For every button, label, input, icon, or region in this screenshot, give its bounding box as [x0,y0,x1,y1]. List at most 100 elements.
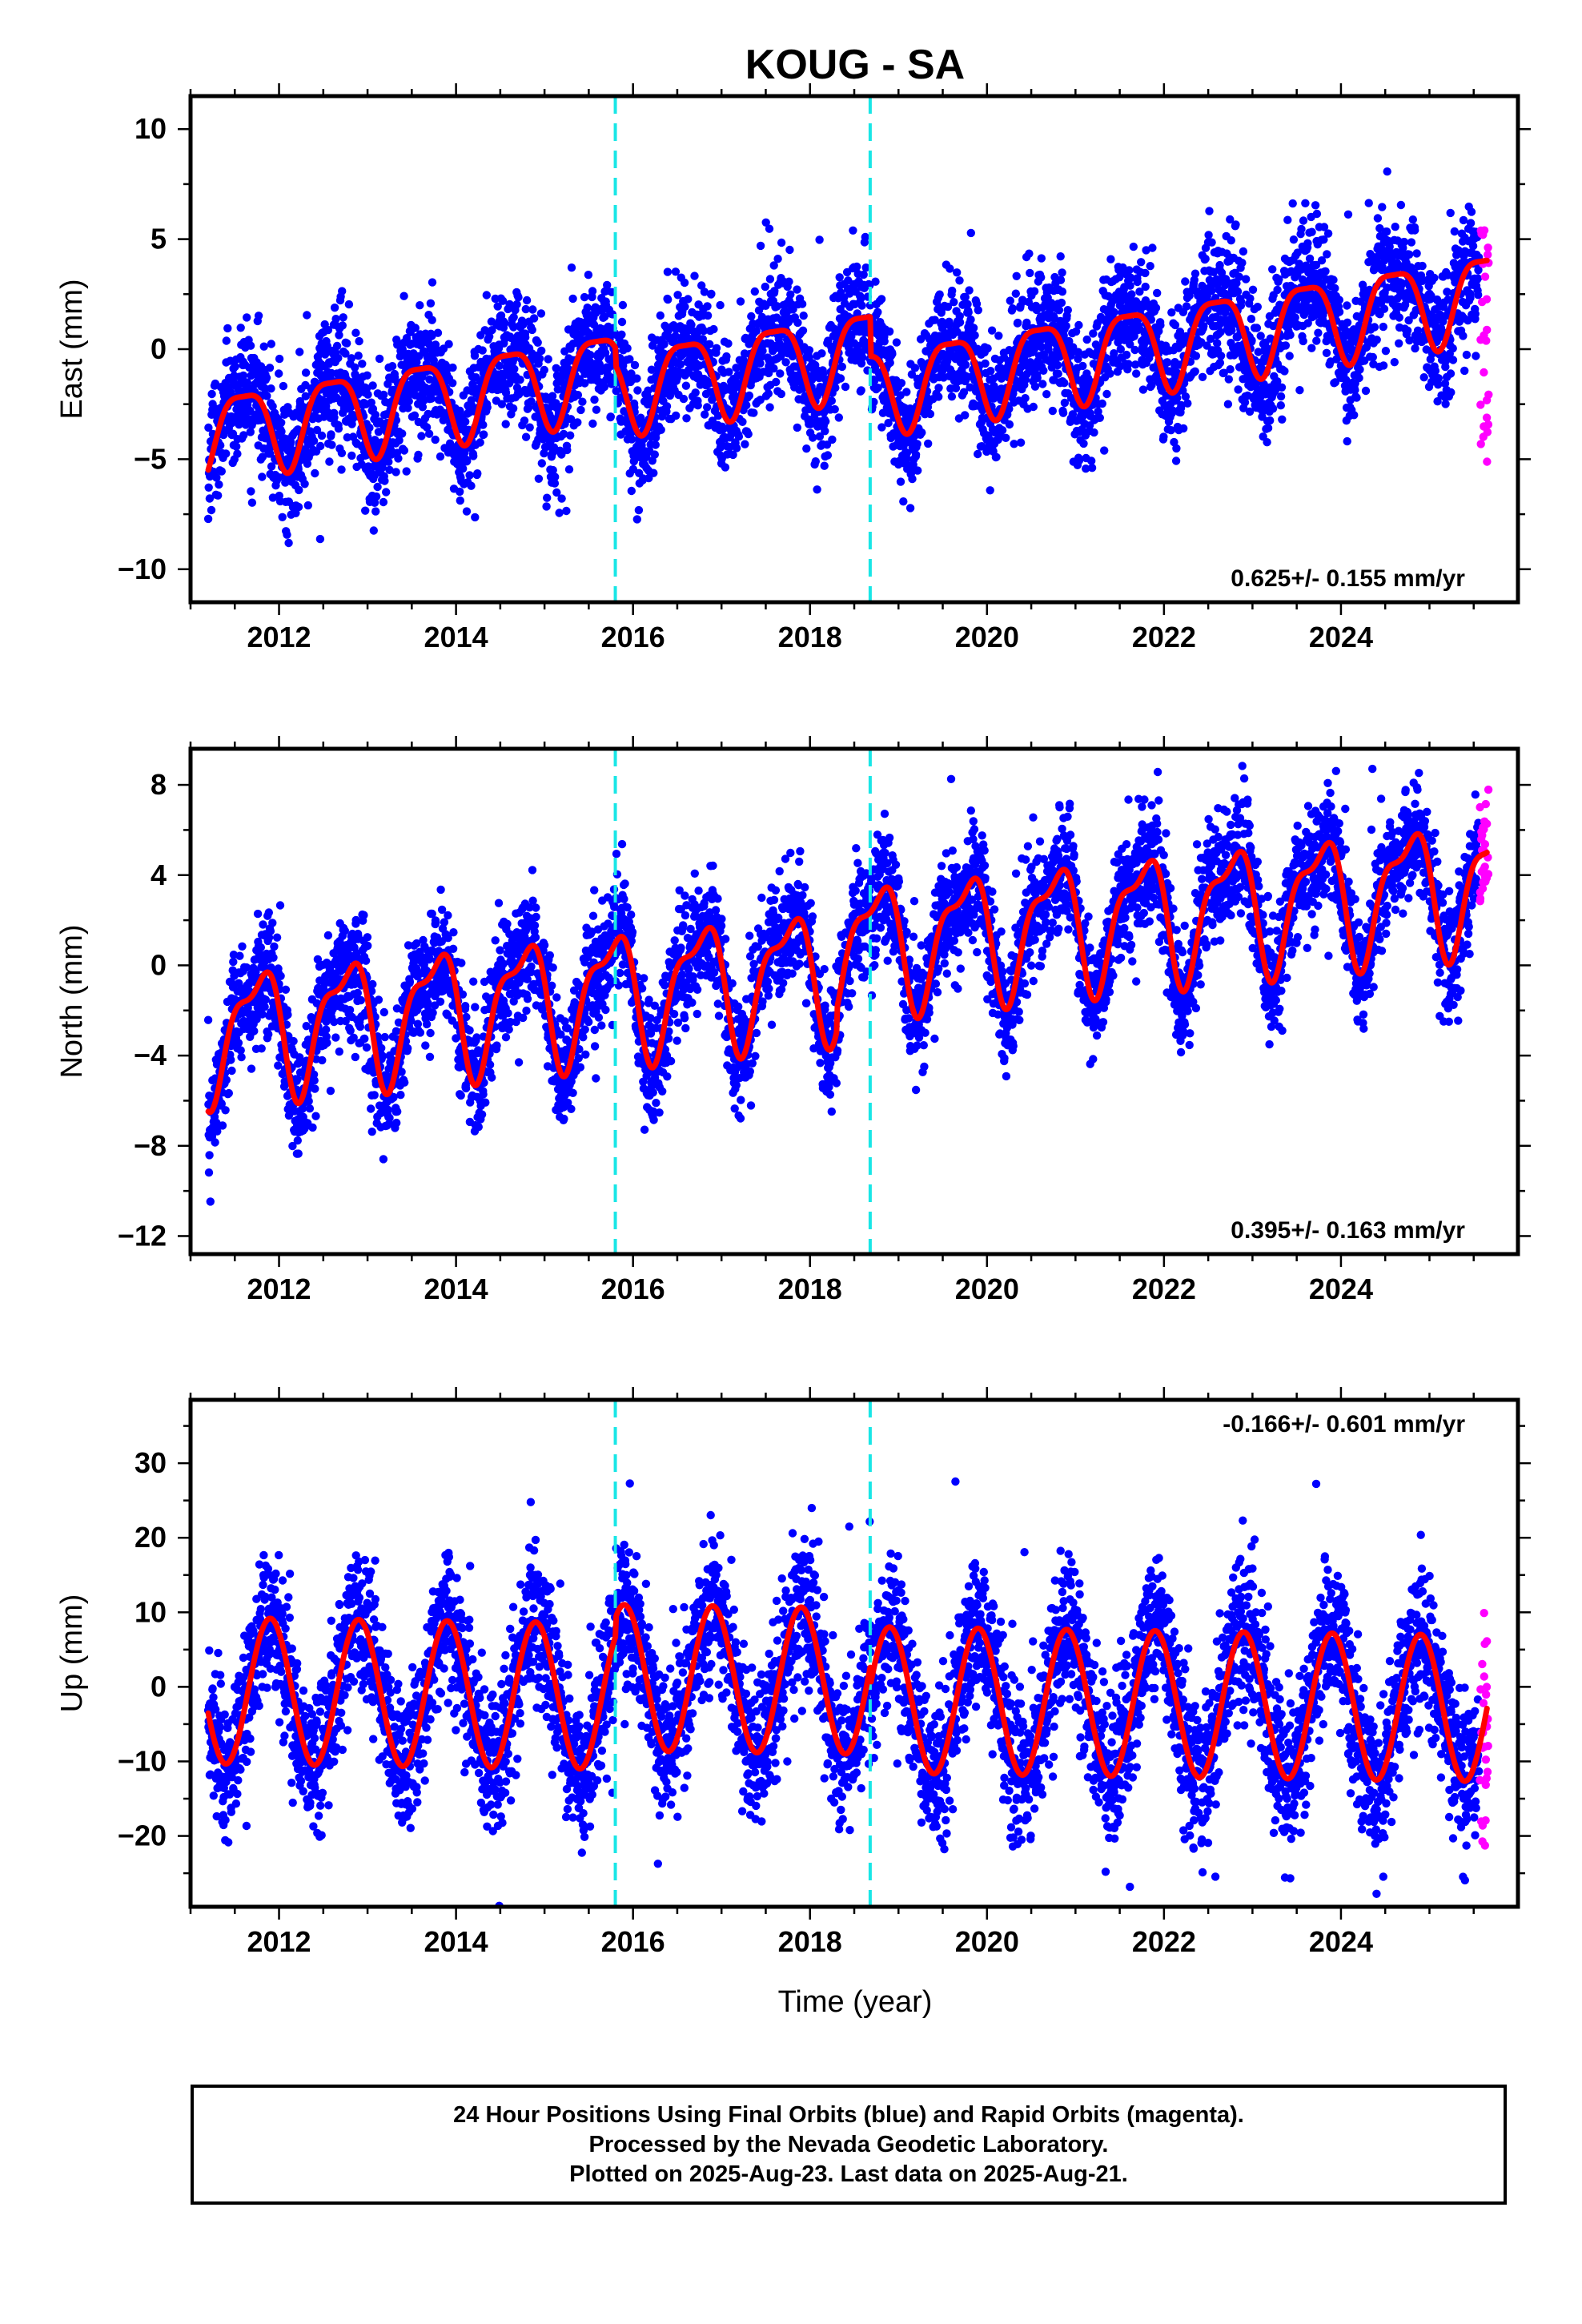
east-obs-point [820,461,829,470]
east-obs-point [1082,335,1091,344]
east-obs-point [573,391,583,400]
east-obs-point [580,379,589,388]
east-obs-point [1057,298,1066,308]
east-obs-point [815,235,824,244]
east-obs-point [332,341,342,351]
east-obs-point [1381,347,1391,356]
east-obs-point [649,468,658,477]
east-obs-point [798,326,808,335]
east-obs-point [1412,249,1421,258]
east-obs-point [586,351,595,360]
east-obs-point [1459,215,1468,225]
east-obs-point [950,298,958,307]
east-obs-point [777,238,786,247]
east-obs-point [456,406,464,416]
east-obs-point [215,480,223,489]
east-obs-point [375,354,384,364]
east-obs-point [785,277,793,286]
east-obs-point [576,405,585,415]
east-obs-point [207,505,216,515]
east-obs-point [365,423,374,432]
east-obs-point [793,285,801,294]
east-obs-point [236,324,245,332]
east-obs-point [947,392,957,401]
east-obs-point [948,286,957,296]
east-obs-point [485,332,494,341]
east-obs-point [885,327,894,336]
east-obs-point [295,485,303,495]
east-obs-point [351,328,360,337]
east-obs-point [703,311,713,320]
east-obs-point [776,369,785,378]
east-obs-point [974,306,983,315]
east-obs-point [204,423,213,432]
east-obs-point [498,296,508,305]
east-obs-point [1253,303,1263,312]
east-obs-point [263,392,271,400]
east-obs-point [1198,372,1207,381]
east-obs-point [233,449,242,458]
east-obs-point [1411,344,1419,353]
east-obs-point [338,287,347,296]
east-obs-point [1179,424,1188,433]
east-obs-point [424,429,434,438]
east-obs-point [1446,208,1455,218]
east-obs-point [773,255,782,263]
east-panel: 2012 2014 2016 2018 2020 2022 2024−10−50510Eas… [55,83,1531,653]
east-obs-point [946,264,954,273]
east-obs-point [1246,294,1255,303]
east-obs-point [380,476,389,485]
east-obs-point [934,384,943,392]
east-obs-point [404,404,412,412]
east-obs-point [1167,308,1176,317]
east-obs-point [709,324,718,334]
east-obs-point [258,472,267,481]
east-final-orbit-points [203,167,1484,548]
east-obs-point [1343,436,1351,446]
east-obs-point [267,462,276,471]
east-obs-point [463,456,472,465]
east-obs-point [687,320,696,329]
east-obs-point [514,390,524,399]
east-obs-point [338,321,347,330]
east-obs-point [1288,199,1297,208]
east-obs-point [1227,236,1236,245]
east-obs-point [497,400,507,408]
east-obs-point [1273,285,1282,295]
east-obs-point [1132,369,1141,378]
east-obs-point [660,340,669,348]
east-obs-point [1087,464,1097,472]
east-obs-point [337,448,347,457]
east-obs-point [277,418,286,427]
east-obs-point [1146,262,1154,271]
east-obs-point [529,314,539,323]
east-obs-point [1129,242,1138,251]
east-obs-point [892,338,901,347]
east-obs-point [745,391,754,400]
east-obs-point [1163,358,1172,367]
east-obs-point [1378,203,1387,211]
east-obs-point [1307,344,1316,352]
east-obs-point [1355,365,1364,374]
east-obs-point [1205,207,1214,215]
east-obs-point [1314,328,1323,337]
east-obs-point [777,389,785,399]
east-obs-point [1399,237,1409,247]
east-obs-point [410,411,420,420]
east-obs-point [512,300,521,309]
east-obs-point [1448,356,1458,364]
east-obs-point [998,426,1007,435]
east-obs-point [910,364,920,372]
east-obs-point [738,417,747,426]
east-obs-point [1106,369,1114,378]
east-obs-point [347,354,356,363]
east-obs-point [734,432,744,441]
east-obs-point [1201,255,1210,263]
east-obs-point [1058,408,1068,417]
east-obs-point [382,488,391,497]
east-obs-point [339,313,347,322]
east-obs-point [1215,358,1225,368]
east-obs-point [379,497,388,507]
east-obs-point [1335,308,1344,316]
east-obs-point [961,411,970,420]
